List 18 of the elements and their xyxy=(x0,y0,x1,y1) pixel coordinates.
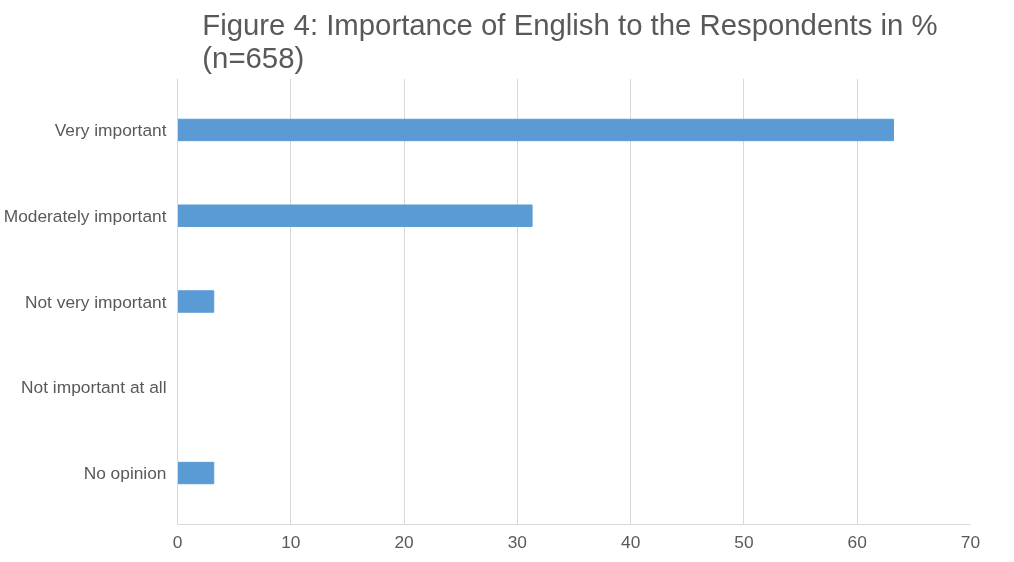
bar xyxy=(177,118,894,142)
y-tick-label: Very important xyxy=(54,119,167,140)
y-tick-label: Moderately important xyxy=(3,205,167,226)
x-tick-label: 20 xyxy=(394,531,414,552)
x-tick-label: 10 xyxy=(281,531,301,552)
y-tick-label: Not important at all xyxy=(21,377,167,398)
bar xyxy=(177,461,215,485)
x-tick-label: 50 xyxy=(734,531,754,552)
bar xyxy=(177,204,533,227)
y-tick-label: No opinion xyxy=(83,463,167,484)
x-tick-label: 30 xyxy=(507,531,527,552)
y-tick-label: Not very important xyxy=(24,291,167,312)
x-tick-label: 60 xyxy=(847,531,867,552)
bar xyxy=(177,290,215,313)
x-tick-label: 70 xyxy=(960,531,981,552)
chart-title: Figure 4: Importance of English to the Respondents in % (n=658) xyxy=(202,7,938,74)
x-tick-label: 40 xyxy=(621,531,641,552)
x-tick-label: 0 xyxy=(172,531,183,552)
